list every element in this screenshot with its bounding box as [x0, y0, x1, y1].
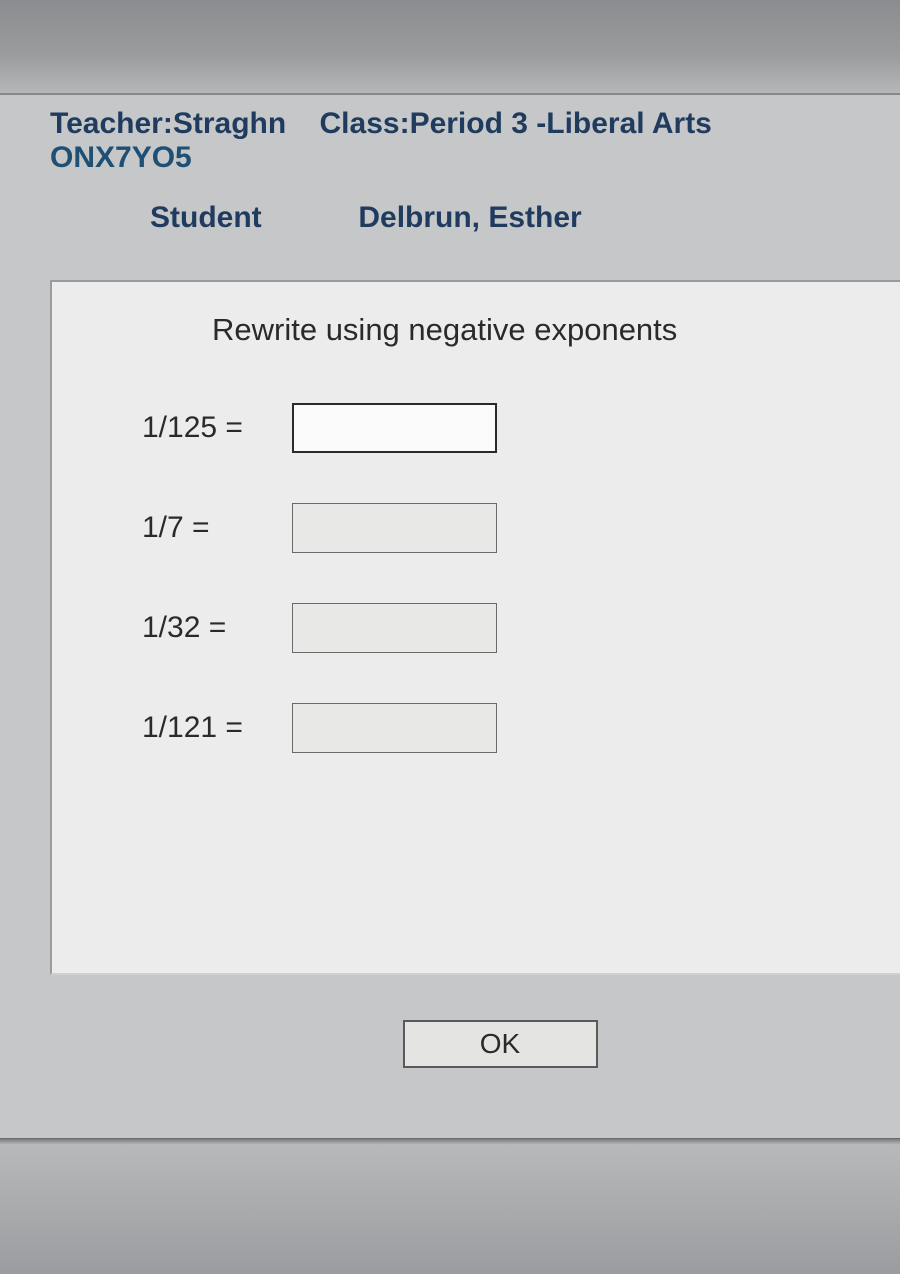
class-label: Class: — [320, 107, 410, 140]
problem-row-1: 1/125 = — [92, 403, 860, 453]
problem-row-2: 1/7 = — [92, 503, 860, 553]
problem-label-1: 1/125 = — [142, 411, 292, 445]
class-info-row: Teacher:Straghn Class:Period 3 -Liberal … — [0, 95, 900, 181]
student-label: Student — [150, 201, 350, 235]
answer-input-4[interactable] — [292, 703, 497, 753]
answer-input-2[interactable] — [292, 503, 497, 553]
teacher-label: Teacher: — [50, 107, 173, 140]
ok-button-row: OK — [0, 1020, 900, 1068]
answer-input-1[interactable] — [292, 403, 497, 453]
problem-row-3: 1/32 = — [92, 603, 860, 653]
question-panel: Rewrite using negative exponents 1/125 =… — [50, 280, 900, 975]
problem-label-4: 1/121 = — [142, 711, 292, 745]
class-code: ONX7YO5 — [50, 141, 192, 174]
bottom-toolbar-area — [0, 1144, 900, 1274]
class-value: Period 3 -Liberal Arts — [410, 107, 712, 140]
student-value: Delbrun, Esther — [358, 201, 581, 234]
answer-input-3[interactable] — [292, 603, 497, 653]
question-title: Rewrite using negative exponents — [92, 312, 860, 348]
main-area: Rewrite using negative exponents 1/125 =… — [0, 280, 900, 1274]
problem-label-2: 1/7 = — [142, 511, 292, 545]
ok-button[interactable]: OK — [403, 1020, 598, 1068]
student-info-row: Student Delbrun, Esther — [0, 181, 900, 245]
window-titlebar — [0, 0, 900, 95]
problem-label-3: 1/32 = — [142, 611, 292, 645]
teacher-value: Straghn — [173, 107, 286, 140]
problem-row-4: 1/121 = — [92, 703, 860, 753]
